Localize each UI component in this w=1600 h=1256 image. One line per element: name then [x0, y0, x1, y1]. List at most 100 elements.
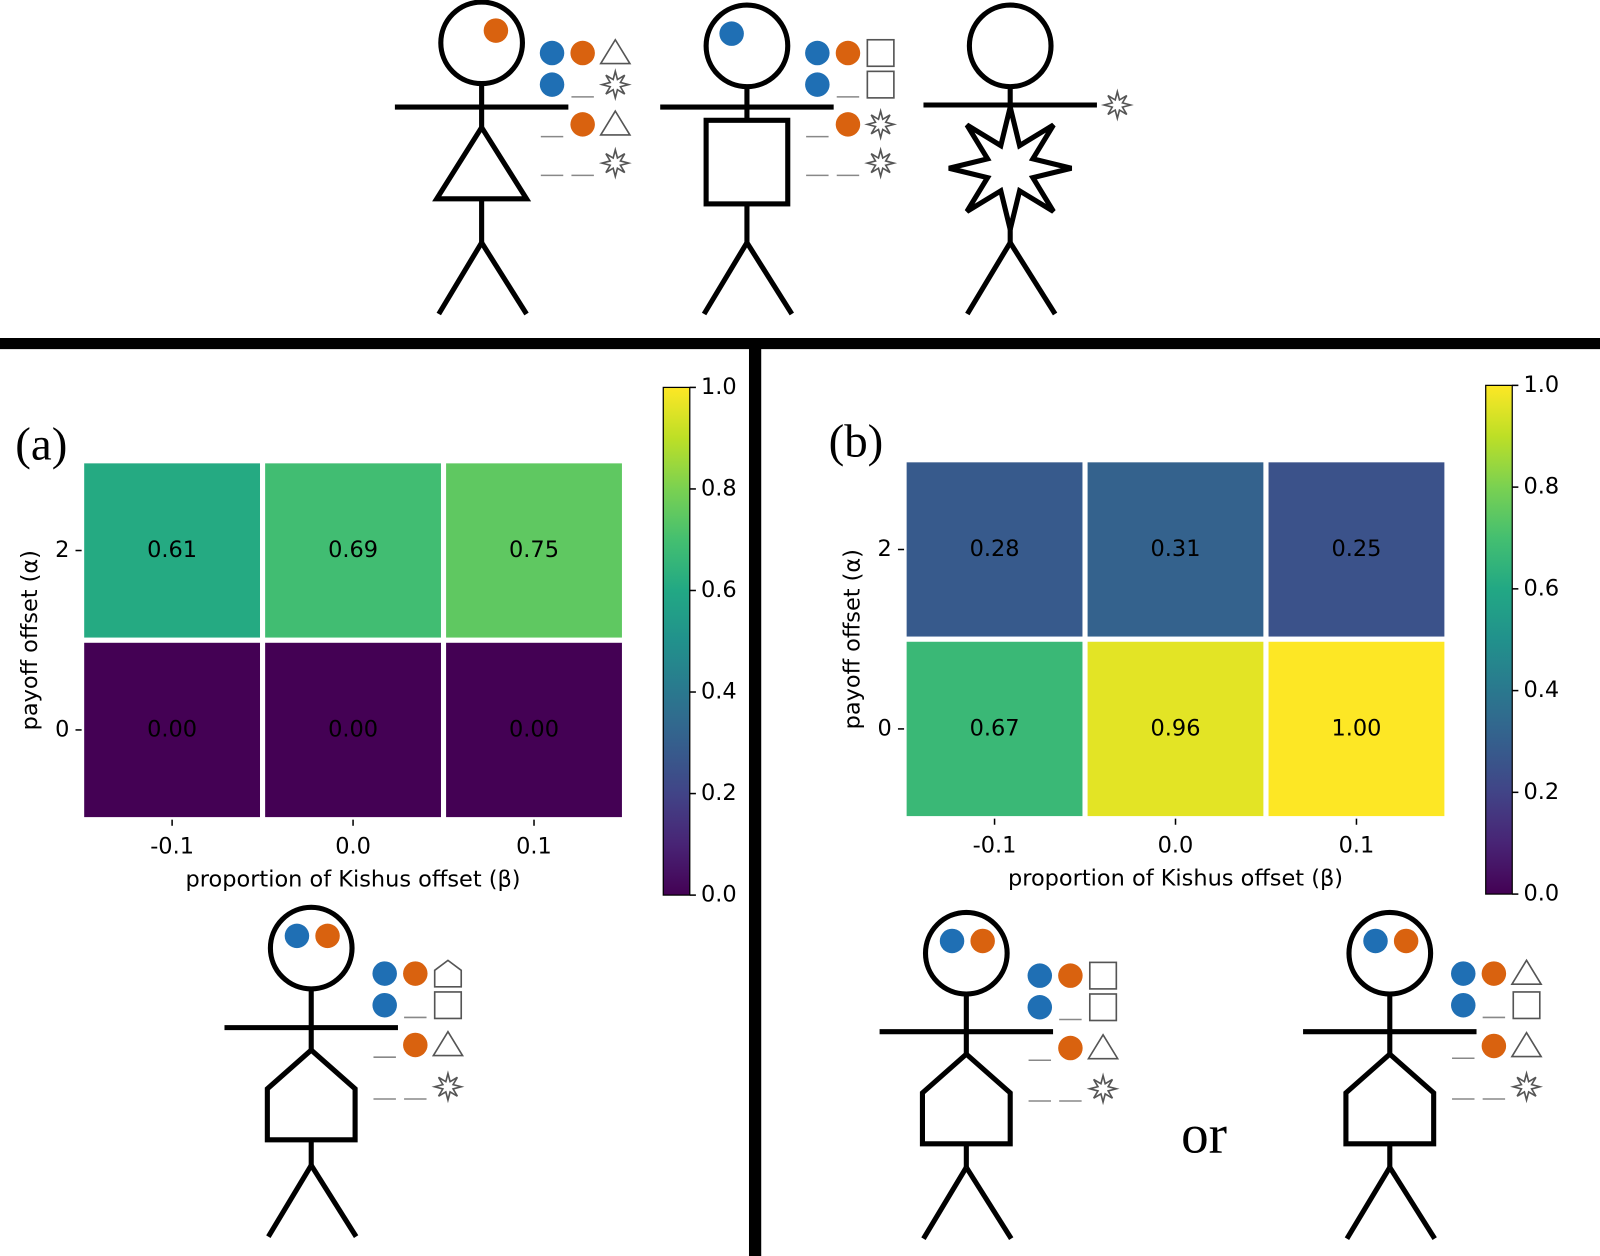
colorbar-tick-label: 0.0 [1523, 881, 1559, 907]
heatmap-cell [260, 637, 447, 823]
leg [965, 241, 1013, 316]
x-tick-label: 0.1 [1339, 833, 1375, 859]
x-axis-label: proportion of Kishus offset (β) [1008, 865, 1343, 891]
head [1346, 909, 1434, 997]
leg [964, 1165, 1014, 1241]
square-icon [866, 38, 895, 68]
heatmap-cell [901, 457, 1088, 642]
head-token [483, 18, 509, 43]
orange-token [570, 112, 595, 137]
cell-label: 0.00 [509, 716, 559, 742]
blue-token [1027, 995, 1053, 1020]
blue-token [1451, 992, 1476, 1018]
heatmap-cell [1263, 636, 1450, 822]
y-tick-label: 0 [55, 716, 69, 742]
orange-token [1481, 1033, 1507, 1059]
leg [436, 241, 484, 316]
blue-token [1027, 963, 1053, 988]
head-token [970, 928, 995, 954]
colorbar-tick-label: 0.2 [1523, 779, 1559, 805]
blue-token [539, 72, 565, 97]
colorbar-tick-label: 0.6 [1523, 575, 1559, 601]
triangle-icon [1510, 1031, 1543, 1058]
x-tick-label: -0.1 [150, 834, 194, 860]
body [703, 117, 791, 207]
body [264, 1046, 358, 1143]
orange-token [570, 40, 595, 66]
y-axis-label: payoff offset (α) [840, 549, 866, 729]
orange-token [1481, 961, 1507, 986]
cell-label: 0.31 [1151, 536, 1201, 562]
square-icon [433, 991, 463, 1020]
triangle-icon [431, 1030, 465, 1057]
head [922, 909, 1010, 997]
star-icon [864, 107, 898, 141]
orange-token [403, 961, 428, 986]
x-axis-label: proportion of Kishus offset (β) [186, 866, 521, 892]
orange-token [1058, 963, 1083, 988]
cell-label: 0.75 [509, 537, 559, 563]
head-token [719, 21, 744, 46]
cell-label: 1.00 [1331, 715, 1381, 741]
blue-token [539, 40, 565, 66]
colorbar-tick-label: 0.4 [1523, 677, 1559, 703]
body [948, 106, 1073, 230]
body [919, 1050, 1013, 1147]
star-icon [431, 1070, 465, 1104]
panel-label: (b) [829, 415, 884, 467]
leg [1344, 1165, 1392, 1240]
leg [1008, 241, 1058, 316]
head-token [1363, 928, 1388, 954]
x-tick-label: 0.0 [1158, 833, 1194, 859]
y-tick-label: 2 [878, 536, 892, 562]
leg [1387, 1165, 1437, 1241]
leg [744, 241, 794, 316]
head-token [939, 928, 965, 954]
square-icon [866, 70, 895, 99]
colorbar-tick-label: 0.6 [701, 577, 737, 603]
leg [701, 241, 750, 316]
head [267, 904, 355, 992]
head [966, 2, 1054, 90]
triangle-icon [1510, 958, 1543, 986]
heatmap-cell [440, 458, 628, 643]
cell-label: 0.28 [970, 536, 1020, 562]
cell-label: 0.00 [328, 716, 378, 742]
star-icon [1510, 1070, 1544, 1104]
cell-label: 0.00 [147, 716, 197, 742]
heatmap-cell [260, 458, 447, 643]
orange-token [1058, 1035, 1083, 1061]
head-token [1393, 928, 1419, 954]
star-icon [864, 146, 898, 180]
orange-token [835, 40, 861, 66]
colorbar [1485, 384, 1513, 895]
panel-label: (a) [15, 418, 67, 470]
star-icon [598, 146, 632, 180]
orange-token [835, 112, 861, 137]
star-icon [598, 68, 632, 102]
triangle-icon [599, 38, 632, 65]
head [438, 0, 525, 87]
head [703, 2, 791, 90]
leg [921, 1165, 969, 1240]
star-icon [1086, 1072, 1120, 1106]
cell-label: 0.69 [328, 537, 378, 563]
triangle-icon [599, 109, 632, 136]
colorbar-tick-label: 0.0 [701, 882, 737, 908]
blue-token [1451, 961, 1476, 986]
head-token [284, 923, 310, 949]
colorbar-tick-label: 1.0 [1523, 372, 1559, 398]
blue-token [372, 992, 397, 1018]
cell-label: 0.25 [1331, 536, 1381, 562]
square-icon [1088, 993, 1118, 1022]
blue-token [372, 961, 397, 986]
cell-label: 0.96 [1151, 715, 1201, 741]
cell-label: 0.61 [147, 537, 197, 563]
leg [309, 1163, 359, 1238]
heatmap-cell [440, 637, 628, 823]
colorbar-tick-label: 0.8 [1523, 474, 1559, 500]
x-tick-label: -0.1 [973, 833, 1017, 859]
orange-token [403, 1032, 428, 1058]
body [1343, 1050, 1437, 1147]
